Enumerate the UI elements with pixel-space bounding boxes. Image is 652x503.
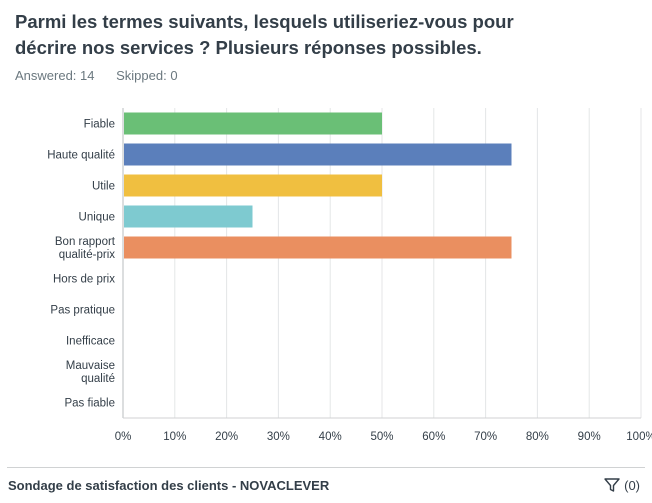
category-label: Pas fiable (64, 398, 115, 410)
bar (124, 174, 382, 197)
x-tick-label: 80% (526, 431, 549, 443)
footer-divider (7, 467, 645, 468)
answered-count: Answered: 14 (15, 68, 95, 83)
x-tick-label: 0% (115, 431, 132, 443)
skipped-count: Skipped: 0 (116, 68, 178, 83)
bar (124, 143, 512, 166)
x-tick-label: 40% (319, 431, 342, 443)
response-stats: Answered: 14 Skipped: 0 (15, 68, 178, 83)
category-label: qualité-prix (59, 249, 115, 261)
category-label: Haute qualité (47, 150, 115, 162)
bar-chart: 0% 10% 20% 30% 40% 50% 60% 70% 80% 90% 100% Fiable H… (47, 108, 652, 443)
bar (124, 205, 253, 228)
x-tick-label: 70% (474, 431, 497, 443)
x-tick-label: 30% (267, 431, 290, 443)
category-label: Hors de prix (53, 274, 115, 286)
filter-count: (0) (624, 477, 640, 493)
x-tick-label: 60% (422, 431, 445, 443)
category-label: Inefficace (66, 336, 115, 348)
category-label: Bon rapport (55, 236, 116, 248)
x-tick-label: 10% (163, 431, 186, 443)
category-label: Utile (92, 181, 115, 193)
x-tick-label: 100% (626, 431, 652, 443)
category-label: Fiable (84, 119, 115, 131)
x-tick-label: 20% (215, 431, 238, 443)
filter-icon (604, 477, 620, 493)
category-label: qualité (81, 373, 115, 385)
category-label: Unique (79, 212, 115, 224)
bar (124, 236, 512, 259)
survey-title: Sondage de satisfaction des clients - NO… (8, 478, 330, 493)
category-label: Mauvaise (66, 360, 115, 372)
category-label: Pas pratique (50, 305, 115, 317)
question-title: Parmi les termes suivants, lesquels util… (15, 11, 514, 58)
x-tick-label: 90% (578, 431, 601, 443)
bar (124, 112, 382, 135)
x-tick-label: 50% (370, 431, 393, 443)
filter-button[interactable]: (0) (604, 477, 640, 493)
